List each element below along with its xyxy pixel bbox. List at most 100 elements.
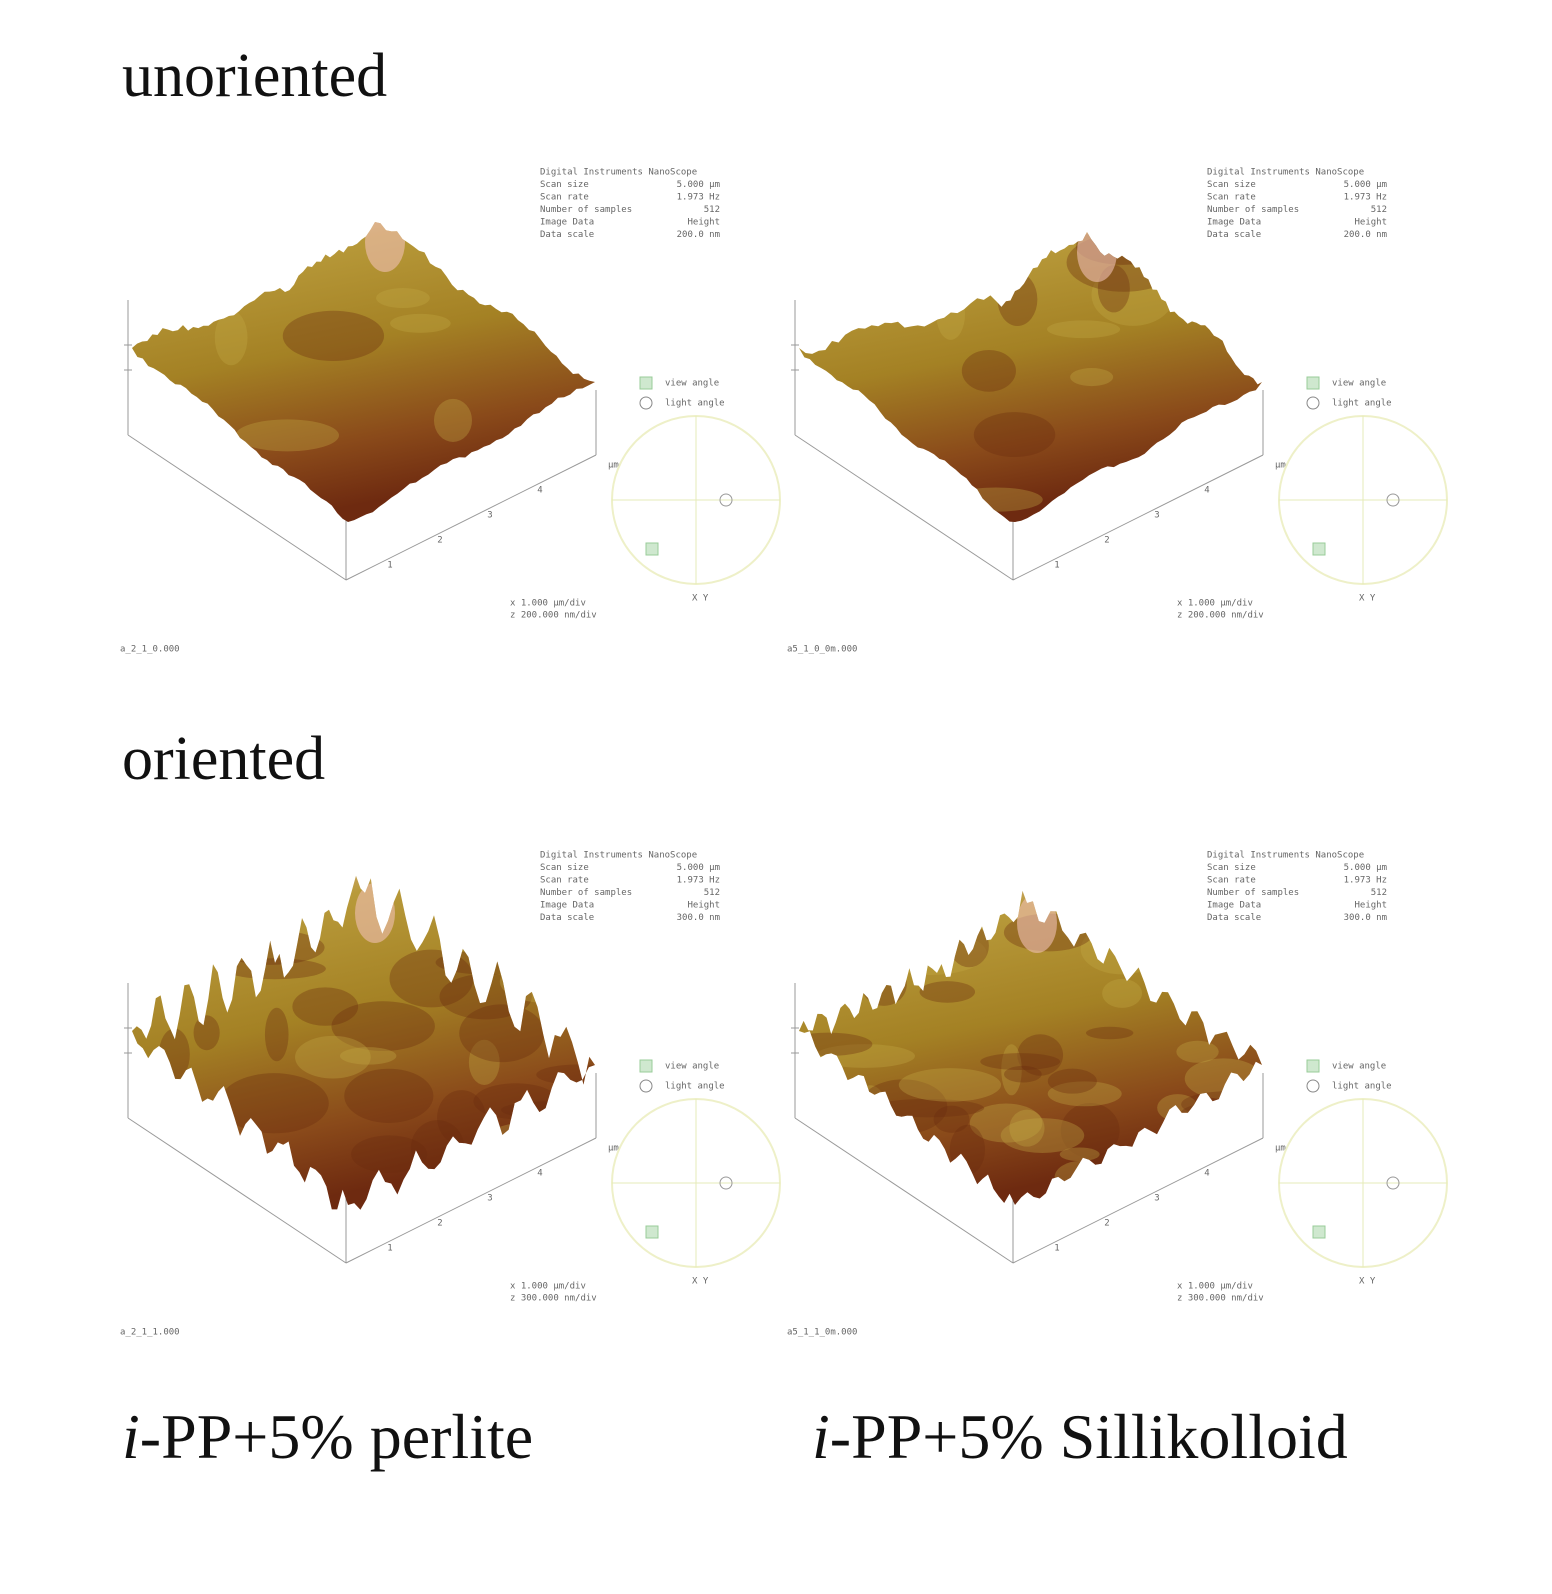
view-marker	[1312, 542, 1326, 556]
view-angle-icon	[639, 376, 653, 390]
info-value: 200.0 nm	[1344, 230, 1387, 240]
shade	[919, 981, 976, 1003]
info-label: Number of samples	[1207, 205, 1299, 215]
shade	[153, 280, 211, 325]
shade	[870, 1098, 985, 1118]
info-value: 5.000 µm	[677, 180, 720, 190]
legend-label: light angle	[665, 399, 725, 409]
axis-line	[345, 1137, 597, 1264]
shade	[1102, 978, 1143, 1008]
shade	[435, 950, 546, 975]
caption-italic: i	[812, 1401, 830, 1472]
legend-label: light angle	[1332, 1082, 1392, 1092]
shade	[155, 409, 179, 447]
view-angle-icon	[1306, 1059, 1320, 1073]
info-value: 1.973 Hz	[677, 193, 720, 203]
info-label: Image Data	[540, 218, 594, 228]
shade	[1138, 1138, 1205, 1170]
shade	[812, 1135, 915, 1180]
shade	[474, 1121, 595, 1181]
surface	[132, 222, 595, 522]
shade	[1000, 1118, 1085, 1153]
surface	[799, 232, 1262, 522]
light-angle-icon	[1306, 1079, 1320, 1093]
info-label: Scan rate	[1207, 193, 1256, 203]
shade	[1009, 1109, 1045, 1147]
shade	[949, 487, 1043, 512]
shade	[997, 272, 1038, 327]
info-value: 1.973 Hz	[1344, 876, 1387, 886]
info-value: Height	[1354, 218, 1387, 228]
shade	[217, 930, 325, 965]
axis-line	[127, 1117, 347, 1264]
shade	[898, 1068, 1002, 1102]
shade	[1140, 469, 1173, 486]
highlight	[1017, 893, 1057, 953]
shade	[859, 465, 934, 499]
shade	[949, 924, 989, 968]
shade	[211, 246, 247, 285]
shade	[437, 1090, 486, 1146]
shade	[376, 288, 430, 309]
axis-unit: µm	[608, 461, 619, 471]
info-label: Scan size	[1207, 180, 1256, 190]
info-value: 5.000 µm	[677, 863, 720, 873]
info-label: Data scale	[540, 913, 594, 923]
light-angle-icon	[639, 396, 653, 410]
highlight	[355, 883, 395, 943]
shade	[473, 1083, 559, 1120]
shade	[861, 963, 907, 1006]
shade	[1070, 368, 1114, 387]
scale-label: x 1.000 µm/div	[510, 1282, 586, 1292]
shade	[1017, 1034, 1064, 1076]
shade	[1204, 1122, 1254, 1184]
shade	[501, 1101, 595, 1119]
info-value: 5.000 µm	[1344, 863, 1387, 873]
shade	[219, 1073, 329, 1134]
axis-tick: 2	[1104, 536, 1109, 546]
axis-tick: 2	[437, 1219, 442, 1229]
shade	[1047, 1081, 1122, 1107]
file-name: a5_1_1_0m.000	[787, 1328, 857, 1338]
info-label: Data scale	[1207, 230, 1261, 240]
shade	[949, 1124, 986, 1175]
shade	[344, 1068, 434, 1123]
shade	[390, 313, 451, 333]
info-label: Data scale	[540, 230, 594, 240]
info-label: Scan size	[540, 863, 589, 873]
shade	[969, 1103, 1043, 1143]
shade	[282, 310, 385, 362]
shade	[1059, 1147, 1100, 1162]
info-label: Scan rate	[540, 876, 589, 886]
shade	[980, 1053, 1061, 1071]
info-label: Scan size	[1207, 863, 1256, 873]
scale-label: z 300.000 nm/div	[1177, 1294, 1264, 1304]
shade	[389, 949, 474, 1008]
light-angle-icon	[1306, 396, 1320, 410]
info-value: 512	[1371, 205, 1387, 215]
compass-label: X Y	[692, 594, 709, 604]
afm-panel: Digital Instruments NanoScope Scan size 5.…	[120, 851, 781, 1338]
scale-label: z 300.000 nm/div	[510, 1294, 597, 1304]
shade	[1001, 1044, 1022, 1096]
view-angle-icon	[639, 1059, 653, 1073]
shade	[817, 1148, 928, 1205]
axis-tick: 3	[487, 1194, 492, 1204]
shade	[1080, 923, 1164, 975]
compass-label: X Y	[1359, 1277, 1376, 1287]
view-marker	[645, 1225, 659, 1239]
info-label: Image Data	[540, 901, 594, 911]
axis-tick: 3	[1154, 1194, 1159, 1204]
shade	[214, 310, 248, 366]
view-marker	[1312, 1225, 1326, 1239]
file-name: a_2_1_1.000	[120, 1328, 180, 1338]
shade	[874, 931, 987, 975]
info-label: Image Data	[1207, 218, 1261, 228]
shade	[936, 288, 966, 340]
file-name: a_2_1_0.000	[120, 645, 180, 655]
info-value: 300.0 nm	[677, 913, 720, 923]
view-marker	[645, 542, 659, 556]
axis-tick: 4	[1204, 486, 1209, 496]
shade	[507, 972, 531, 986]
info-label: Scan rate	[540, 193, 589, 203]
